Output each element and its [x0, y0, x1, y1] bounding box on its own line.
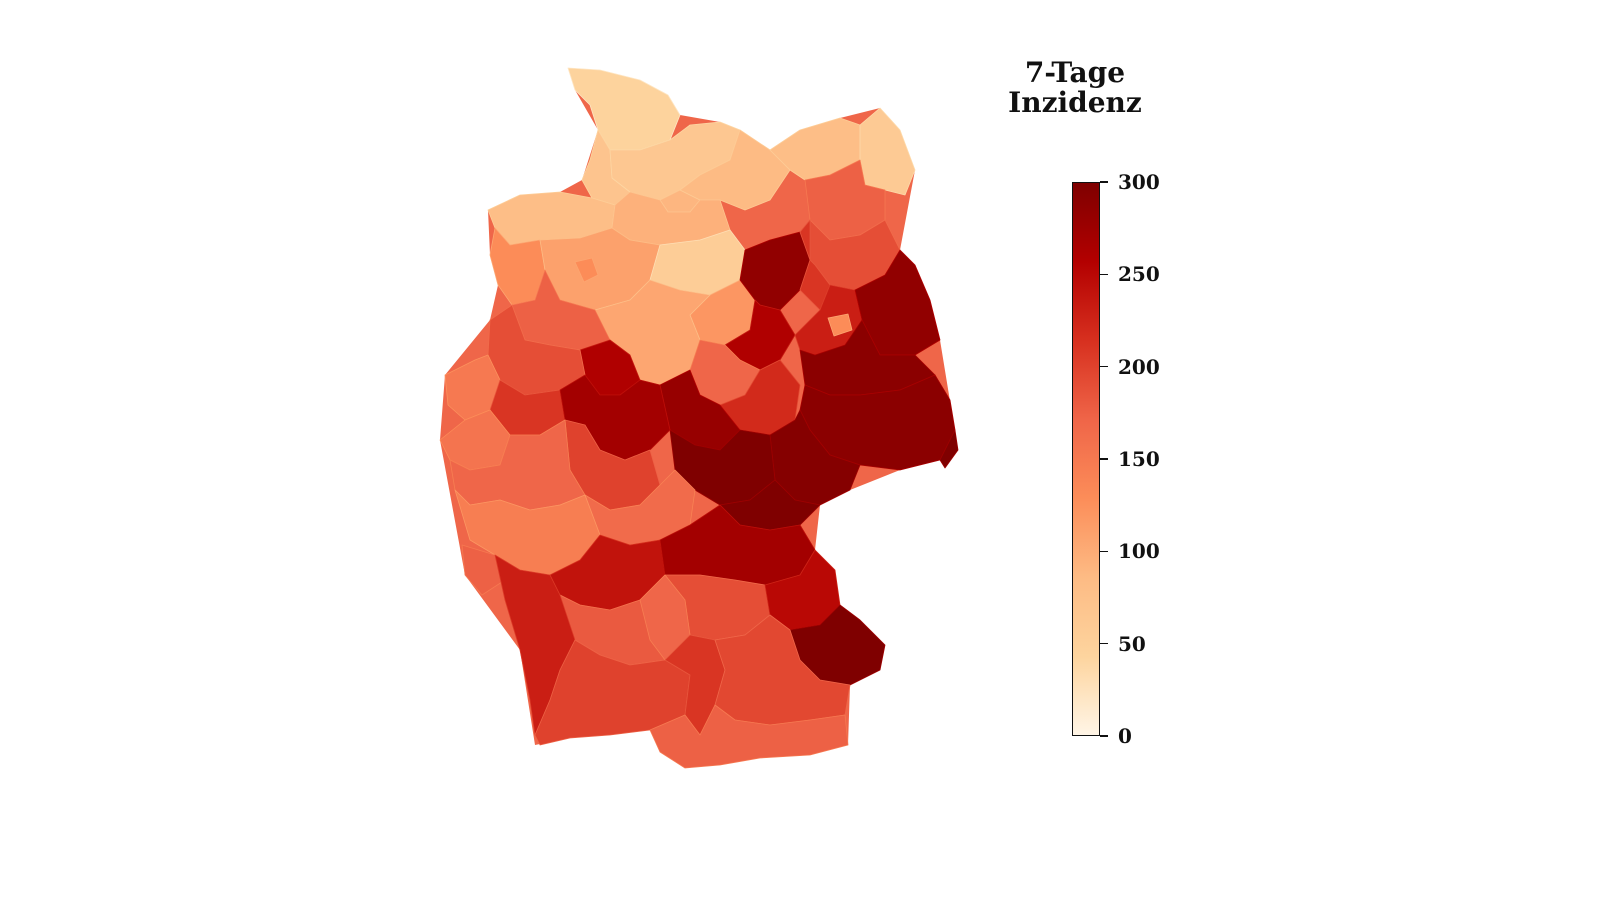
legend-tick-label: 250 [1118, 262, 1160, 287]
map-region-hb [574, 257, 599, 283]
map-region-berlin [827, 313, 853, 337]
legend-tick-mark [1100, 642, 1108, 645]
map-region-saarland [461, 544, 506, 596]
legend-tick-label: 200 [1118, 354, 1160, 379]
legend-tick-label: 0 [1118, 724, 1132, 748]
legend-title: 7-Tage Inzidenz [985, 58, 1165, 118]
legend-tick-mark [1100, 735, 1108, 737]
map-region-mv-east [859, 107, 916, 196]
legend-title-line2: Inzidenz [1008, 86, 1142, 119]
legend-colorbar [1072, 182, 1100, 736]
legend-tick-mark [1100, 458, 1108, 460]
map-region-sh-north [567, 67, 681, 151]
legend-title-line1: 7-Tage [1024, 56, 1126, 89]
map-region-by-alpen [649, 704, 849, 769]
legend-tick-mark [1100, 365, 1108, 368]
legend-tick-label: 150 [1118, 447, 1160, 471]
map-region-sn-east [939, 429, 959, 469]
legend-tick-label: 100 [1118, 539, 1160, 564]
map-region-st-altmark [739, 231, 811, 311]
legend-tick-mark [1100, 550, 1108, 553]
legend-tick-label: 50 [1118, 631, 1146, 656]
legend-tick-label: 300 [1118, 170, 1160, 194]
legend-tick-mark [1100, 181, 1108, 183]
legend-tick-mark [1100, 273, 1108, 276]
